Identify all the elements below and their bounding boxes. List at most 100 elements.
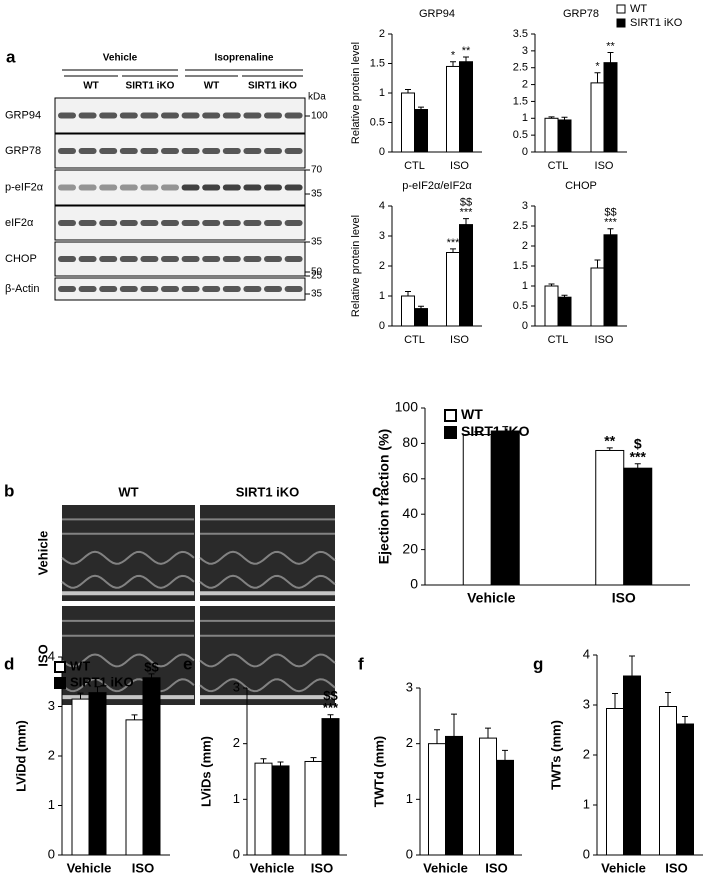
blot-band: [140, 148, 159, 154]
x-tick-label: CTL: [548, 334, 569, 346]
blot-band: [222, 256, 241, 262]
blot-band: [140, 256, 159, 262]
error-bar: [463, 218, 469, 225]
blot-band: [78, 184, 97, 191]
bar: [490, 430, 520, 586]
y-tick-label: 2: [583, 746, 590, 761]
bar: [544, 285, 559, 327]
x-tick-label: ISO: [612, 590, 636, 606]
y-tick-label: 2: [48, 747, 55, 762]
marker-label: 100: [311, 111, 328, 122]
echo-trace: [199, 550, 336, 565]
column-label: SIRT1 iKO: [236, 484, 300, 499]
y-tick-label: 3: [48, 698, 55, 713]
blot-band: [284, 220, 303, 226]
legend-swatch: [54, 677, 66, 689]
y-tick-label: 0: [233, 846, 240, 861]
error-bar: [434, 729, 440, 744]
legend-swatch: [616, 18, 626, 28]
error-bar: [548, 283, 555, 286]
blot-band: [161, 184, 179, 191]
significance-label: ***: [604, 217, 618, 229]
error-bar: [629, 655, 635, 676]
blot-label: GRP94: [5, 109, 41, 121]
blot-band: [264, 148, 282, 154]
error-bar: [594, 72, 601, 83]
legend-label: SIRT1 iKO: [461, 423, 530, 439]
blot-band: [58, 220, 76, 226]
blot-strip: [54, 277, 306, 301]
subgroup-label: SIRT1 iKO: [126, 81, 175, 92]
blot-band: [58, 112, 76, 119]
bar: [254, 762, 273, 856]
blot-band: [119, 286, 138, 292]
chart-title: GRP78: [563, 8, 599, 20]
bar: [557, 296, 572, 327]
y-tick-label: 0: [522, 320, 528, 332]
y-axis-label: Relative protein level: [350, 42, 362, 144]
y-tick-label: 3: [522, 45, 528, 57]
x-tick-label: Vehicle: [601, 860, 646, 875]
blot-band: [181, 220, 200, 226]
y-axis-label: TWTs (mm): [548, 720, 563, 790]
blot-band: [161, 148, 179, 154]
blot-band: [78, 256, 97, 262]
y-tick-label: 4: [379, 200, 385, 212]
y-tick-label: 3: [583, 696, 590, 711]
error-bar: [485, 727, 491, 739]
bar: [401, 295, 415, 327]
y-tick-label: 0: [48, 846, 55, 861]
blot-band: [119, 148, 138, 154]
y-axis-label: LViDd (mm): [13, 720, 28, 792]
blot-band: [119, 220, 138, 226]
chart-title: p-eIF2α/eIF2α: [402, 180, 472, 192]
blot-band: [202, 148, 221, 154]
echo-trace: [61, 550, 195, 565]
blot-band: [264, 286, 282, 292]
y-tick-label: 2: [233, 735, 240, 750]
blot-band: [181, 256, 200, 262]
y-tick-label: 100: [395, 399, 419, 415]
column-label: WT: [118, 484, 138, 499]
significance-label: $$: [604, 207, 616, 219]
x-tick-label: CTL: [404, 160, 425, 172]
row-label: Vehicle: [35, 531, 50, 576]
blot-band: [99, 184, 118, 191]
echo-trace: [199, 678, 336, 693]
bar: [623, 467, 653, 586]
x-tick-label: ISO: [311, 860, 333, 875]
y-tick-label: 1: [48, 797, 55, 812]
error-bar: [561, 294, 568, 298]
bar: [446, 252, 460, 327]
marker-label: 50: [311, 267, 323, 278]
y-tick-label: 20: [402, 540, 418, 556]
bar: [304, 760, 323, 856]
significance-label: $: [634, 435, 642, 451]
error-bar: [474, 431, 481, 435]
blot-band: [58, 286, 76, 292]
blot-label: GRP78: [5, 145, 41, 157]
marker-label: 70: [311, 165, 323, 176]
y-tick-label: 0: [583, 846, 590, 861]
echo-trace: [61, 678, 195, 693]
y-tick-label: 3: [379, 230, 385, 242]
x-tick-label: Vehicle: [67, 860, 112, 875]
x-tick-label: Vehicle: [423, 860, 468, 875]
legend-label: WT: [461, 406, 483, 422]
chart-title: GRP94: [419, 8, 455, 20]
blot-band: [202, 184, 221, 191]
bar: [459, 61, 473, 153]
error-bar: [418, 106, 424, 110]
bar: [623, 675, 641, 856]
group-label: Vehicle: [103, 53, 138, 64]
legend-label: SIRT1 iKO: [630, 17, 683, 29]
error-bar: [405, 88, 411, 93]
echo-trace: [61, 653, 195, 668]
panel-letter: e: [183, 654, 192, 673]
y-axis-label: LViDs (mm): [198, 736, 213, 807]
blot-band: [284, 184, 303, 191]
blot-band: [243, 256, 262, 262]
significance-label: ***: [447, 237, 461, 249]
x-tick-label: ISO: [595, 160, 614, 172]
error-bar: [607, 52, 614, 63]
